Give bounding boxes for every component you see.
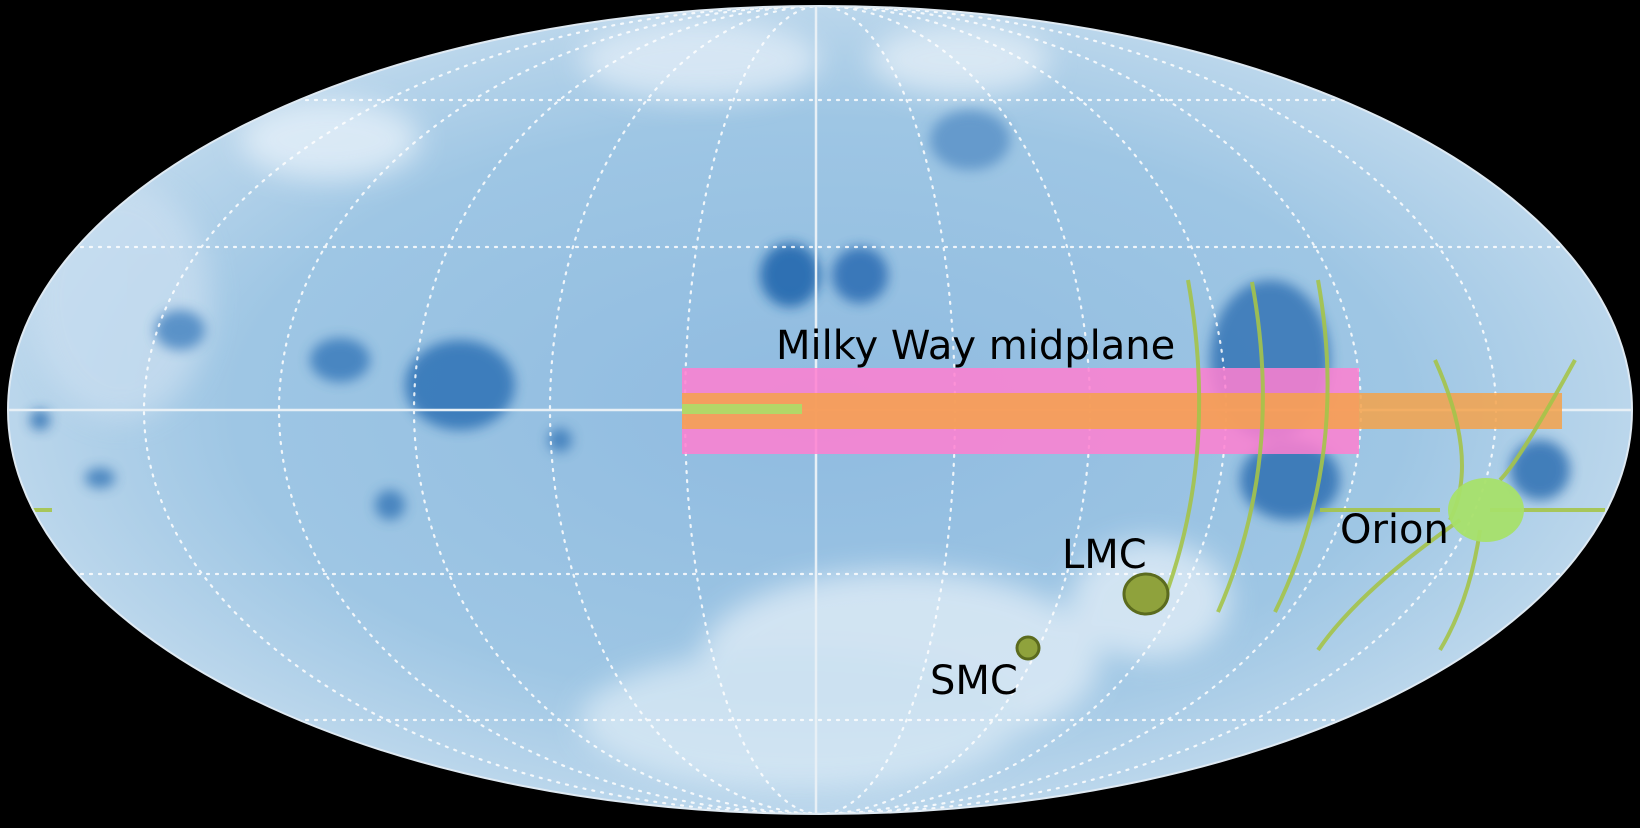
label-lmc: LMC <box>1062 532 1147 578</box>
projection-boundary <box>7 5 1633 815</box>
lmc-cloud <box>1122 572 1170 616</box>
smc-cloud <box>1015 635 1041 661</box>
label-milky-way-midplane: Milky Way midplane <box>776 323 1175 369</box>
orion-cloud <box>1448 478 1524 542</box>
midplane-band-inner <box>682 393 1562 429</box>
label-orion: Orion <box>1340 507 1449 553</box>
label-smc: SMC <box>930 658 1018 704</box>
midplane-core <box>682 404 802 414</box>
